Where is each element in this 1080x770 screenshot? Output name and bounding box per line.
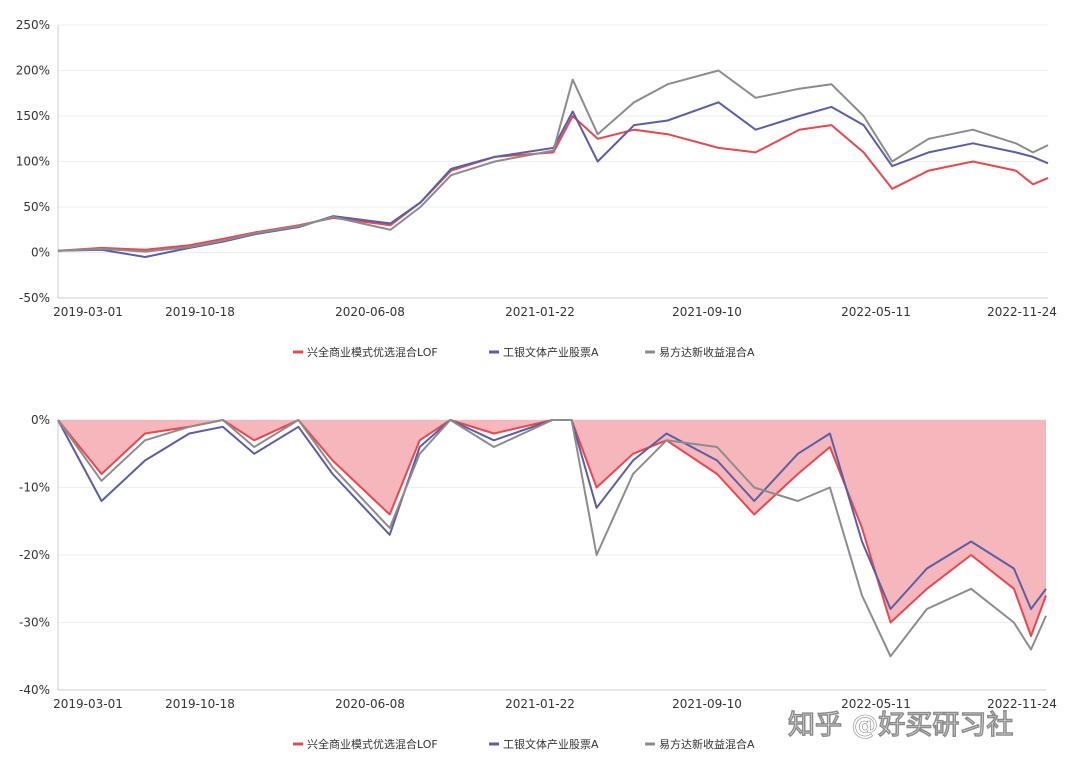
- x-tick-label: 2019-03-01: [53, 697, 123, 711]
- legend-label: 工银文体产业股票A: [503, 737, 599, 751]
- x-tick-label: 2021-01-22: [505, 305, 575, 319]
- x-tick-label: 2022-05-11: [841, 697, 911, 711]
- y-tick-label: -10%: [19, 481, 50, 495]
- x-tick-label: 2019-10-18: [165, 697, 235, 711]
- y-tick-label: -40%: [19, 683, 50, 697]
- legend-label: 易方达新收益混合A: [659, 345, 755, 359]
- x-tick-label: 2019-10-18: [165, 305, 235, 319]
- x-tick-label: 2020-06-08: [335, 305, 405, 319]
- legend-label: 工银文体产业股票A: [503, 345, 599, 359]
- y-tick-label: 0%: [31, 246, 50, 260]
- series-line: [57, 115, 1049, 252]
- x-tick-label: 2021-01-22: [505, 697, 575, 711]
- x-tick-label: 2021-09-10: [672, 697, 742, 711]
- y-tick-label: 50%: [23, 200, 50, 214]
- x-tick-label: 2022-11-24: [987, 697, 1057, 711]
- y-tick-label: 150%: [16, 109, 50, 123]
- series-line: [57, 101, 1049, 258]
- x-tick-label: 2022-05-11: [841, 305, 911, 319]
- legend-label: 兴全商业模式优选混合LOF: [307, 345, 438, 359]
- x-tick-label: 2022-11-24: [987, 305, 1057, 319]
- y-tick-label: -50%: [19, 291, 50, 305]
- y-tick-label: 200%: [16, 64, 50, 78]
- x-tick-label: 2020-06-08: [335, 697, 405, 711]
- watermark-text: 知乎 @好买研习社: [788, 709, 1013, 741]
- legend-label: 易方达新收益混合A: [659, 737, 755, 751]
- series-line: [57, 419, 1047, 637]
- cumulative-return-chart: 250% 200% 150% 100% 50% 0% -50%2019-03-01 2019-…: [16, 18, 1057, 359]
- drawdown-area: [58, 420, 1046, 636]
- drawdown-chart: 0% -10% -20% -30% -40%2019-03-01 2019-10-18 20…: [19, 413, 1057, 751]
- x-tick-label: 2021-09-10: [672, 305, 742, 319]
- y-tick-label: 100%: [16, 155, 50, 169]
- legend-label: 兴全商业模式优选混合LOF: [307, 737, 438, 751]
- y-tick-label: -30%: [19, 616, 50, 630]
- y-tick-label: 250%: [16, 18, 50, 32]
- y-tick-label: -20%: [19, 548, 50, 562]
- series-line: [57, 419, 1047, 658]
- series-line: [57, 419, 1047, 610]
- y-tick-label: 0%: [31, 413, 50, 427]
- series-line: [57, 69, 1049, 253]
- x-tick-label: 2019-03-01: [53, 305, 123, 319]
